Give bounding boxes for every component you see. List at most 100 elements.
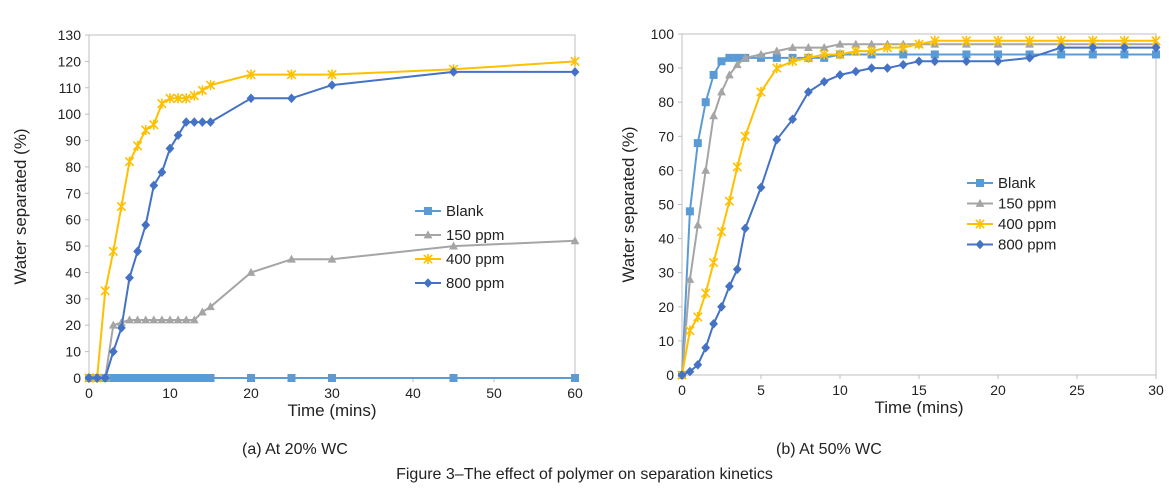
data-point <box>867 63 876 73</box>
data-point <box>181 315 191 324</box>
data-point <box>709 70 718 79</box>
data-point <box>1057 50 1066 59</box>
data-point <box>570 56 580 67</box>
data-point <box>571 374 579 382</box>
plot-frame <box>681 33 1157 376</box>
data-point <box>247 374 255 382</box>
data-point <box>113 374 122 382</box>
data-point <box>189 90 200 101</box>
data-point <box>788 114 797 125</box>
y-tick-label: 20 <box>65 317 81 333</box>
x-tick-label: 40 <box>405 385 421 401</box>
data-point <box>117 323 126 333</box>
data-point <box>157 98 167 109</box>
legend-marker <box>423 278 433 288</box>
data-point <box>803 52 814 63</box>
data-point <box>1151 42 1161 53</box>
y-axis-label: Water separated (%) <box>11 128 30 284</box>
data-point <box>993 35 1003 46</box>
data-point <box>1120 42 1129 53</box>
subcaption-b: (b) At 50% WC <box>776 441 882 458</box>
data-point <box>121 374 130 382</box>
data-point <box>570 67 580 77</box>
data-point <box>141 374 150 382</box>
series-150-ppm <box>677 39 1161 379</box>
data-point <box>141 315 151 324</box>
x-tick-label: 25 <box>1069 382 1085 398</box>
data-point <box>246 267 256 276</box>
data-point <box>709 319 718 329</box>
data-point <box>732 60 742 69</box>
legend-label: 400 ppm <box>446 251 504 268</box>
data-point <box>930 56 940 67</box>
data-point <box>570 236 580 245</box>
data-point <box>835 49 845 60</box>
x-tick-label: 30 <box>1148 382 1164 398</box>
subcaption-a: (a) At 20% WC <box>242 441 348 458</box>
data-point <box>125 374 134 382</box>
data-point <box>725 53 734 62</box>
data-point <box>178 374 187 382</box>
data-point <box>685 366 695 377</box>
data-point <box>149 315 159 324</box>
data-point <box>898 59 908 70</box>
data-point <box>140 124 151 136</box>
data-point <box>205 80 216 91</box>
y-tick-label: 40 <box>65 264 81 280</box>
data-point <box>206 374 215 382</box>
data-point <box>181 117 191 127</box>
series-blank <box>85 374 579 382</box>
data-point <box>757 53 765 62</box>
data-point <box>327 254 337 263</box>
y-tick-label: 10 <box>658 333 674 349</box>
y-tick-label: 30 <box>65 291 81 307</box>
y-tick-label: 130 <box>58 27 82 43</box>
data-point <box>166 374 174 382</box>
data-point <box>701 98 710 107</box>
x-axis-label: Time (mins) <box>874 398 963 417</box>
data-point <box>732 264 742 275</box>
data-point <box>198 117 207 127</box>
x-tick-label: 5 <box>757 382 765 398</box>
y-tick-label: 90 <box>65 133 81 149</box>
data-point <box>116 201 127 212</box>
y-tick-label: 70 <box>658 128 674 144</box>
y-tick-label: 90 <box>658 60 674 76</box>
legend-marker <box>976 179 984 187</box>
x-tick-label: 20 <box>990 382 1006 398</box>
legend-label: 800 ppm <box>446 275 504 292</box>
data-point <box>1120 50 1129 59</box>
data-point <box>898 42 908 53</box>
data-point <box>100 285 110 296</box>
data-point <box>732 161 743 173</box>
data-point <box>157 167 167 177</box>
y-tick-label: 110 <box>59 80 82 96</box>
data-point <box>109 374 118 382</box>
data-point <box>137 374 146 382</box>
data-point <box>124 156 135 167</box>
data-point <box>685 325 695 336</box>
legend-marker <box>975 218 985 230</box>
data-point <box>882 42 893 53</box>
y-tick-label: 50 <box>65 238 81 254</box>
legend: Blank 150 ppm 400 ppm 800 ppm <box>967 175 1056 254</box>
data-point <box>701 342 711 353</box>
data-point <box>287 93 296 104</box>
x-tick-label: 0 <box>85 385 93 401</box>
series-400-ppm <box>677 35 1161 381</box>
data-point <box>1025 53 1034 63</box>
data-point <box>141 220 151 230</box>
data-point <box>756 49 766 58</box>
data-point <box>993 56 1003 67</box>
data-point <box>724 196 735 207</box>
data-point <box>449 374 458 382</box>
data-point <box>677 370 687 380</box>
legend-label: 400 ppm <box>998 216 1056 233</box>
legend-marker <box>423 253 433 265</box>
data-point <box>1024 35 1035 46</box>
data-point <box>173 130 183 141</box>
data-point <box>186 374 195 382</box>
y-tick-label: 0 <box>666 367 674 383</box>
y-tick-label: 80 <box>658 94 674 110</box>
